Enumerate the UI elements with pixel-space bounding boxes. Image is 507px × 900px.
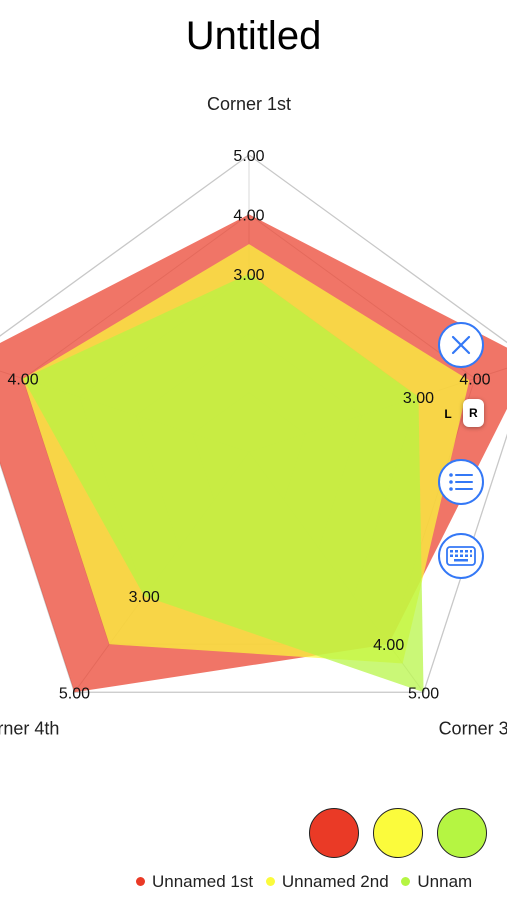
swatch-red[interactable] [309, 808, 359, 858]
legend-item: Unnamed 2nd [265, 871, 389, 892]
series-area-3 [23, 273, 424, 693]
legend-dot [265, 877, 275, 886]
value-label: 3.00 [129, 589, 160, 606]
value-label: 3.00 [403, 390, 434, 407]
axis-label: Corner 1st [207, 94, 291, 114]
grid-ring [0, 154, 507, 693]
value-label: 5.00 [408, 685, 439, 702]
axis-label: Corner 3rd [439, 718, 507, 738]
list-button[interactable] [438, 459, 484, 505]
page-title: Untitled [185, 14, 322, 58]
left-button[interactable]: L [444, 407, 452, 421]
legend-dot [401, 877, 411, 886]
radar-chart: 5.00 4.00 3.00 4.00 3.00 4.00 5.00 3.00 5.00 4.00… [0, 94, 507, 738]
keyboard-button[interactable] [438, 533, 484, 579]
value-label: 4.00 [7, 372, 38, 389]
right-button[interactable]: R [463, 399, 484, 427]
legend-label: Unnam [417, 871, 473, 891]
value-label: 4.00 [459, 372, 490, 389]
legend-item: Unnam [401, 872, 472, 892]
legend-dot [136, 877, 145, 886]
value-label: 3.00 [233, 267, 264, 284]
legend-label: Unnamed 1st [152, 871, 254, 891]
axis-label: rner 4th [0, 718, 59, 738]
value-label: 5.00 [59, 685, 90, 702]
value-label: 5.00 [233, 148, 264, 165]
close-button[interactable] [438, 322, 484, 368]
value-label: 4.00 [233, 207, 264, 224]
legend-label: Unnamed 2nd [281, 871, 389, 891]
keyboard-icon [446, 546, 476, 566]
swatch-yellow[interactable] [373, 808, 423, 858]
legend-item: Unnamed 1st [136, 872, 253, 892]
close-icon [451, 335, 471, 355]
legend: Unnamed 1st Unnamed 2nd Unnam [136, 871, 480, 892]
list-icon [449, 473, 473, 491]
swatch-green[interactable] [437, 808, 487, 858]
value-label: 4.00 [373, 637, 404, 654]
